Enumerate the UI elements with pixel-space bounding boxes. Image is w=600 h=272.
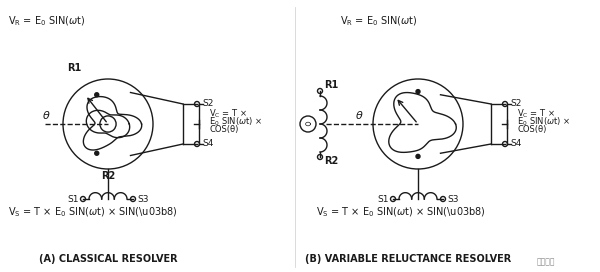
Text: S2: S2 <box>202 100 214 109</box>
Text: S3: S3 <box>447 194 458 203</box>
Text: $\mathregular{V_S}$ = T × $\mathregular{E_0}$ SIN($\omega$t) × SIN(\u03b8): $\mathregular{V_S}$ = T × $\mathregular{… <box>316 205 486 219</box>
Text: S2: S2 <box>510 100 521 109</box>
Circle shape <box>95 93 99 97</box>
Text: θ: θ <box>43 111 50 121</box>
Text: S4: S4 <box>202 140 214 149</box>
Text: R2: R2 <box>101 171 115 181</box>
Text: S1: S1 <box>377 194 389 203</box>
Text: S3: S3 <box>137 194 149 203</box>
Text: R1: R1 <box>324 80 338 90</box>
Text: R1: R1 <box>67 63 81 73</box>
Text: S1: S1 <box>67 194 79 203</box>
Circle shape <box>416 89 420 94</box>
Text: $\mathregular{V_S}$ = T × $\mathregular{E_0}$ SIN($\omega$t) × SIN(\u03b8): $\mathregular{V_S}$ = T × $\mathregular{… <box>8 205 178 219</box>
Text: (B) VARIABLE RELUCTANCE RESOLVER: (B) VARIABLE RELUCTANCE RESOLVER <box>305 254 511 264</box>
Circle shape <box>416 154 420 158</box>
Text: 贸泽电子: 贸泽电子 <box>536 257 555 266</box>
Text: $\mathregular{E_0}$ SIN($\omega$t) ×: $\mathregular{E_0}$ SIN($\omega$t) × <box>209 115 262 128</box>
Text: R2: R2 <box>324 156 338 166</box>
Circle shape <box>95 151 99 155</box>
Text: S4: S4 <box>510 140 521 149</box>
Text: $\mathregular{V_C}$ = T ×: $\mathregular{V_C}$ = T × <box>209 107 247 119</box>
Text: $\mathregular{E_0}$ SIN($\omega$t) ×: $\mathregular{E_0}$ SIN($\omega$t) × <box>517 115 571 128</box>
Text: $\mathregular{V_R}$ = $\mathregular{E_0}$ SIN($\omega$t): $\mathregular{V_R}$ = $\mathregular{E_0}… <box>340 14 417 27</box>
Text: (A) CLASSICAL RESOLVER: (A) CLASSICAL RESOLVER <box>38 254 178 264</box>
Text: $\mathregular{V_C}$ = T ×: $\mathregular{V_C}$ = T × <box>517 107 555 119</box>
Text: COS(θ): COS(θ) <box>209 125 238 134</box>
Text: θ: θ <box>356 111 363 121</box>
Text: $\mathregular{V_R}$ = $\mathregular{E_0}$ SIN($\omega$t): $\mathregular{V_R}$ = $\mathregular{E_0}… <box>8 14 85 27</box>
Text: COS(θ): COS(θ) <box>517 125 547 134</box>
